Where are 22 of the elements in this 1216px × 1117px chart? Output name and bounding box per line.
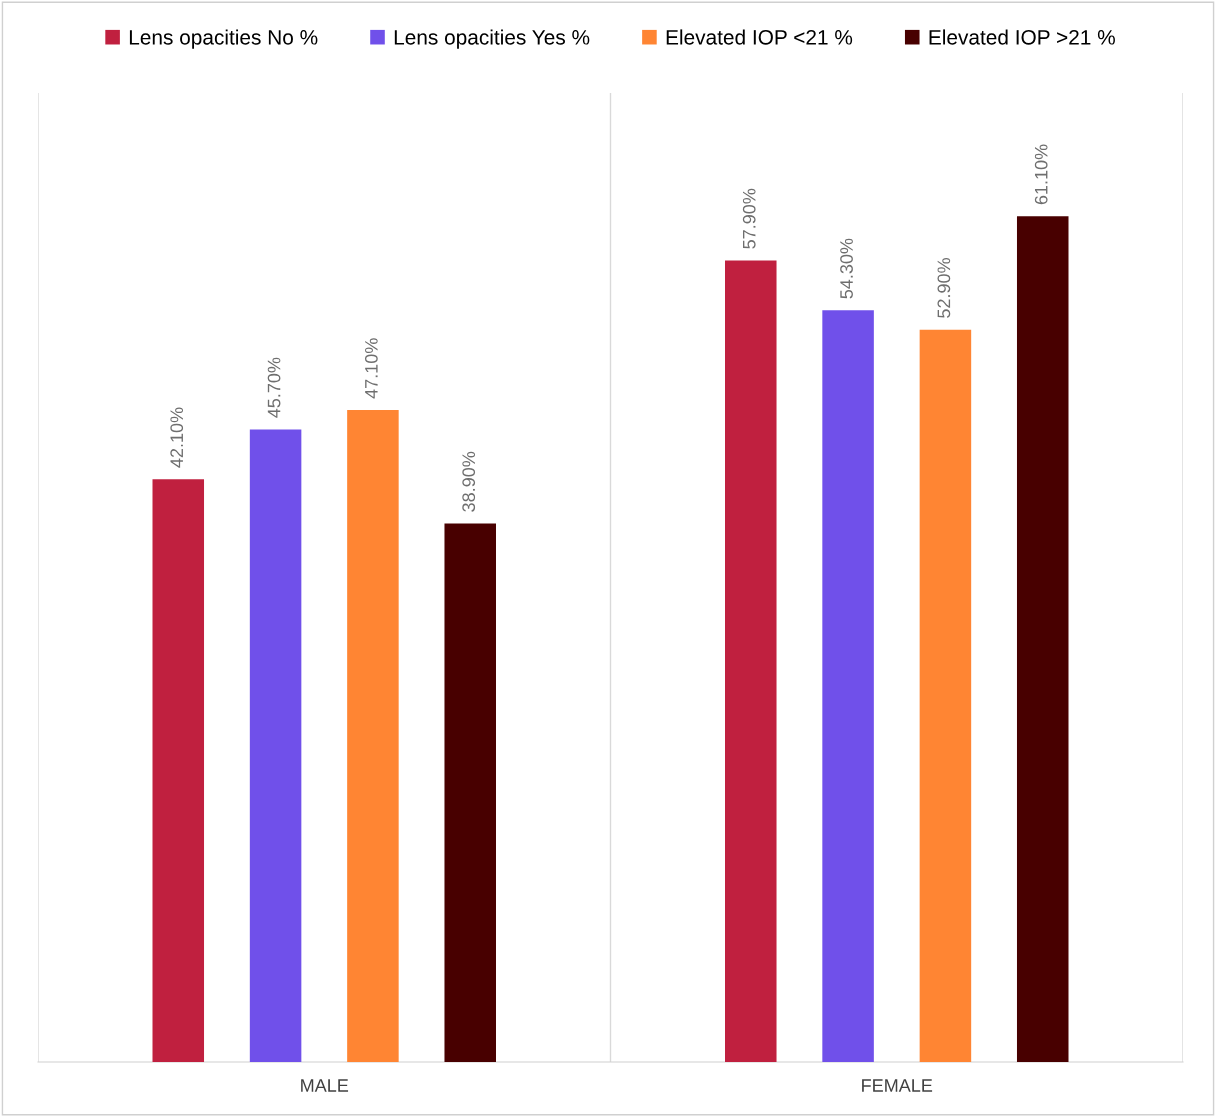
- x-tick-label: FEMALE: [862, 1079, 933, 1092]
- bar: [725, 260, 777, 1062]
- bar: [249, 429, 302, 1062]
- data-label: 52.90%: [937, 258, 951, 318]
- data-label: 42.10%: [170, 407, 184, 468]
- data-label: 57.90%: [742, 188, 756, 249]
- data-label: 47.10%: [364, 338, 378, 399]
- data-label: 54.30%: [840, 238, 853, 299]
- bar: [919, 329, 972, 1062]
- bar: [347, 410, 399, 1062]
- bar: [1016, 216, 1069, 1062]
- legend-label: Lens opacities Yes %: [394, 29, 590, 49]
- data-label: 45.70%: [267, 357, 281, 418]
- bar: [152, 479, 205, 1062]
- data-label: 38.90%: [462, 451, 476, 512]
- bar: [822, 310, 874, 1062]
- legend-label: Elevated IOP >21 %: [929, 29, 1115, 45]
- legend-label: Elevated IOP <21 %: [666, 29, 853, 45]
- x-tick-label: MALE: [301, 1079, 349, 1092]
- data-label: 61.10%: [1034, 144, 1048, 205]
- bar: [444, 523, 496, 1062]
- legend-label: Lens opacities No %: [129, 29, 318, 49]
